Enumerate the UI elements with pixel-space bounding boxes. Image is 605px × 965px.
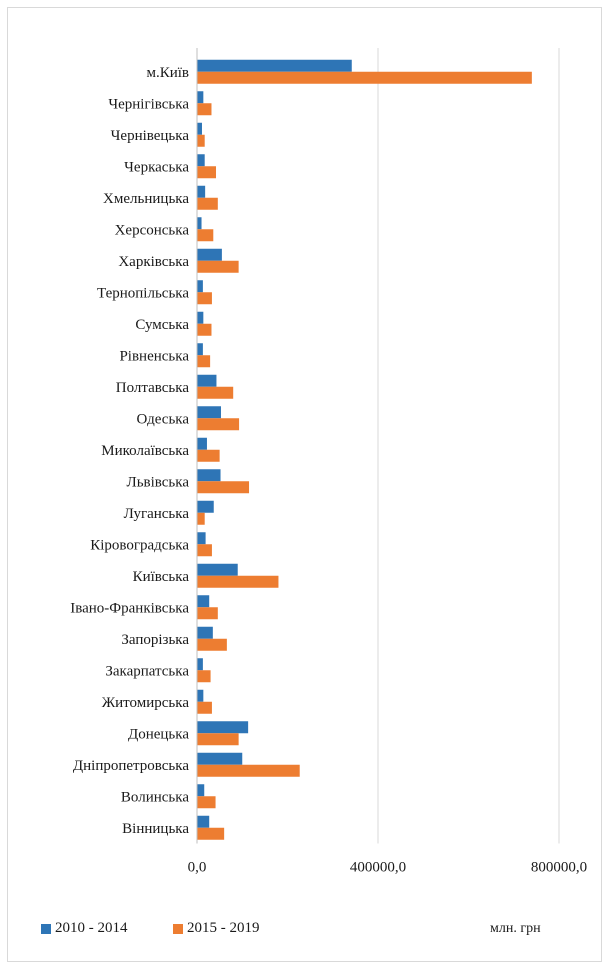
bar-series-1 bbox=[197, 815, 210, 828]
bar-series-2 bbox=[197, 796, 216, 809]
bar-chart: м.Київ Чернігівська Чернівецька Черкаська Хм… bbox=[70, 48, 587, 876]
bar-series-2 bbox=[197, 166, 217, 179]
category-label: Черкаська bbox=[124, 159, 189, 175]
bar-series-2 bbox=[197, 260, 239, 273]
category-label: Полтавська bbox=[116, 380, 190, 396]
category-label: Житомирська bbox=[102, 695, 190, 711]
bar-series-1 bbox=[197, 784, 205, 797]
bar-series-2 bbox=[197, 670, 211, 683]
bar-series-2 bbox=[197, 71, 532, 84]
bar-series-1 bbox=[197, 752, 243, 765]
x-tick-label: 800000,0 bbox=[531, 860, 587, 876]
category-label: Сумська bbox=[135, 317, 189, 333]
x-tick-label: 400000,0 bbox=[350, 860, 406, 876]
bar-series-1 bbox=[197, 595, 210, 608]
bar-series-1 bbox=[197, 532, 206, 545]
bar-series-1 bbox=[197, 91, 204, 104]
bar-series-1 bbox=[197, 280, 203, 293]
category-label: Кіровоградська bbox=[90, 537, 189, 553]
bar-series-2 bbox=[197, 134, 205, 147]
category-label: Луганська bbox=[124, 506, 190, 522]
bar-series-1 bbox=[197, 563, 238, 576]
category-label: Львівська bbox=[127, 474, 190, 490]
legend-swatch-series-1 bbox=[41, 923, 51, 934]
legend-swatch-series-2 bbox=[173, 923, 183, 934]
x-tick-label: 0,0 bbox=[188, 860, 207, 876]
bar-series-2 bbox=[197, 764, 300, 777]
bar-series-1 bbox=[197, 248, 222, 261]
bar-series-1 bbox=[197, 217, 202, 230]
bar-series-1 bbox=[197, 689, 204, 702]
bar-series-2 bbox=[197, 103, 212, 116]
bar-series-2 bbox=[197, 355, 211, 368]
bar-series-1 bbox=[197, 658, 203, 671]
bar-series-2 bbox=[197, 544, 212, 557]
bar-series-2 bbox=[197, 197, 218, 210]
chart-frame: м.Київ Чернігівська Чернівецька Черкаська Хм… bbox=[7, 7, 602, 962]
bar-series-1 bbox=[197, 59, 352, 72]
category-label: Київська bbox=[133, 569, 190, 585]
category-label: Донецька bbox=[128, 726, 189, 742]
category-label: Одеська bbox=[136, 411, 189, 427]
bar-series-1 bbox=[197, 154, 205, 167]
category-label: Тернопільська bbox=[97, 285, 189, 301]
bar-series-2 bbox=[197, 607, 218, 620]
bar-series-1 bbox=[197, 721, 249, 734]
category-label: Херсонська bbox=[115, 222, 190, 238]
bar-series-2 bbox=[197, 292, 212, 305]
category-label: Хмельницька bbox=[103, 191, 189, 207]
bar-series-2 bbox=[197, 733, 239, 746]
category-label: Миколаївська bbox=[101, 443, 189, 459]
category-label: Чернівецька bbox=[111, 128, 190, 144]
category-label: м.Київ bbox=[146, 65, 189, 81]
bar-series-2 bbox=[197, 701, 212, 714]
bar-series-1 bbox=[197, 374, 217, 387]
category-label: Волинська bbox=[121, 789, 189, 805]
bar-series-2 bbox=[197, 512, 205, 525]
bar-series-1 bbox=[197, 185, 206, 198]
unit-label: млн. грн bbox=[490, 921, 541, 936]
bar-series-2 bbox=[197, 386, 234, 399]
bar-series-2 bbox=[197, 418, 240, 431]
bar-series-2 bbox=[197, 638, 227, 651]
bar-series-1 bbox=[197, 626, 213, 639]
bar-series-1 bbox=[197, 469, 221, 482]
bar-series-1 bbox=[197, 406, 221, 419]
legend-label-series-2: 2015 - 2019 bbox=[187, 920, 260, 936]
bar-series-2 bbox=[197, 481, 250, 494]
legend-item-series-2: 2015 - 2019 bbox=[173, 920, 260, 937]
bar-series-2 bbox=[197, 323, 212, 336]
bar-series-2 bbox=[197, 827, 225, 840]
bar-series-1 bbox=[197, 343, 203, 356]
bar-series-2 bbox=[197, 229, 214, 242]
category-label: Рівненська bbox=[119, 348, 189, 364]
bar-series-2 bbox=[197, 575, 279, 588]
category-label: Чернігівська bbox=[108, 96, 189, 112]
category-label: Вінницька bbox=[122, 821, 189, 837]
category-label: Івано-Франківська bbox=[70, 600, 189, 616]
bar-series-1 bbox=[197, 311, 204, 324]
bar-series-2 bbox=[197, 449, 220, 462]
category-label: Запорізька bbox=[121, 632, 189, 648]
legend-label-series-1: 2010 - 2014 bbox=[55, 920, 128, 936]
bar-series-1 bbox=[197, 437, 207, 450]
category-label: Дніпропетровська bbox=[73, 758, 189, 774]
category-label: Харківська bbox=[118, 254, 189, 270]
bar-series-1 bbox=[197, 500, 214, 513]
bar-series-1 bbox=[197, 122, 202, 135]
legend-item-series-1: 2010 - 2014 bbox=[41, 920, 128, 937]
category-label: Закарпатська bbox=[105, 663, 189, 679]
